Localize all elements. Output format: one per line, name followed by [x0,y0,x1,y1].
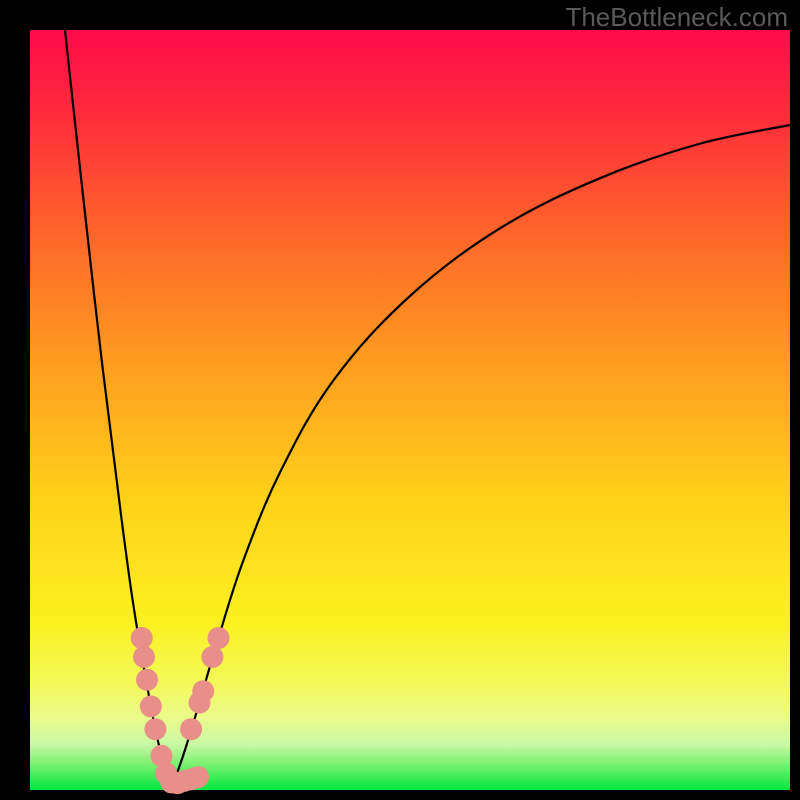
data-marker [133,646,155,668]
data-marker [136,669,158,691]
data-marker [131,627,153,649]
chart-svg [0,0,800,800]
data-marker [144,718,166,740]
chart-frame: TheBottleneck.com [0,0,800,800]
data-marker [140,695,162,717]
watermark-text: TheBottleneck.com [565,2,788,33]
data-marker [201,646,223,668]
data-marker [180,718,202,740]
data-marker [187,766,209,788]
data-marker [207,627,229,649]
data-marker [192,680,214,702]
bottleneck-curve [65,30,790,784]
